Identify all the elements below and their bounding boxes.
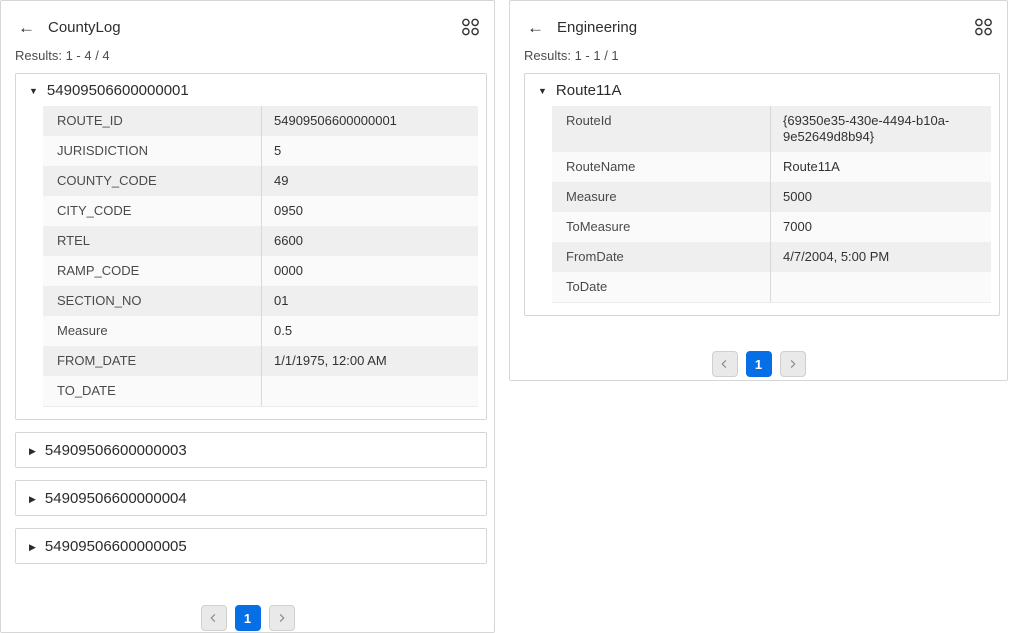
page-1-button[interactable]: 1 (746, 351, 772, 377)
feature-accordion-header[interactable]: ▼ 54909506600000001 (16, 74, 486, 106)
field-label-cell: ROUTE_ID (43, 106, 261, 136)
feature-title: Route11A (556, 82, 622, 99)
results-count: Results: 1 - 4 / 4 (1, 38, 494, 63)
feature-attribute-table: RouteId {69350e35-430e-4494-b10a-9e52649… (552, 106, 991, 303)
table-row: ToDate (552, 272, 991, 302)
expand-icon: ▶ (29, 494, 36, 504)
back-button[interactable]: ← (527, 18, 544, 37)
next-page-button[interactable] (269, 605, 295, 631)
field-label-cell: FromDate (552, 242, 770, 272)
page-1-button[interactable]: 1 (235, 605, 261, 631)
collapsed-feature-item[interactable]: ▶ 54909506600000004 (15, 480, 487, 516)
field-label-cell: TO_DATE (43, 376, 261, 406)
pagination: 1 (1, 605, 494, 631)
feature-title: 54909506600000003 (45, 442, 187, 459)
results-count: Results: 1 - 1 / 1 (510, 38, 1007, 63)
field-label-cell: Measure (43, 316, 261, 346)
back-arrow-icon: ← (527, 18, 544, 37)
table-row: JURISDICTION 5 (43, 136, 478, 166)
field-label-cell: SECTION_NO (43, 286, 261, 316)
field-label-cell: RouteId (552, 106, 770, 152)
table-row: RAMP_CODE 0000 (43, 256, 478, 286)
feature-info-panel-engineering: ← Engineering Results: 1 - 1 / 1 ▼ Route… (509, 0, 1008, 381)
field-label-cell: COUNTY_CODE (43, 166, 261, 196)
field-value-cell (261, 376, 478, 406)
field-value-cell: 54909506600000001 (261, 106, 478, 136)
table-row: RTEL 6600 (43, 226, 478, 256)
field-value-cell (770, 272, 991, 302)
field-label-cell: Measure (552, 182, 770, 212)
four-circles-icon (461, 18, 480, 36)
panel-title: Engineering (557, 18, 637, 37)
actions-button[interactable] (972, 16, 995, 38)
chevron-left-icon (720, 359, 729, 369)
field-label-cell: RouteName (552, 152, 770, 182)
table-row: TO_DATE (43, 376, 478, 406)
table-row: Measure 0.5 (43, 316, 478, 346)
table-row: ToMeasure 7000 (552, 212, 991, 242)
panel-header: ← CountyLog (1, 1, 494, 38)
prev-page-button[interactable] (201, 605, 227, 631)
field-value-cell: 0.5 (261, 316, 478, 346)
feature-card-expanded: ▼ Route11A RouteId {69350e35-430e-4494-b… (524, 73, 1000, 316)
expand-icon: ▶ (29, 542, 36, 552)
actions-button[interactable] (459, 16, 482, 38)
field-value-cell: 01 (261, 286, 478, 316)
table-row: FromDate 4/7/2004, 5:00 PM (552, 242, 991, 272)
field-value-cell: {69350e35-430e-4494-b10a-9e52649d8b94} (770, 106, 991, 152)
field-value-cell: Route11A (770, 152, 991, 182)
field-value-cell: 5000 (770, 182, 991, 212)
feature-title: 54909506600000001 (47, 82, 189, 99)
field-label-cell: ToDate (552, 272, 770, 302)
feature-accordion-header[interactable]: ▼ Route11A (525, 74, 999, 106)
field-value-cell: 0000 (261, 256, 478, 286)
table-row: Measure 5000 (552, 182, 991, 212)
field-label-cell: RAMP_CODE (43, 256, 261, 286)
feature-card-expanded: ▼ 54909506600000001 ROUTE_ID 54909506600… (15, 73, 487, 420)
table-row: COUNTY_CODE 49 (43, 166, 478, 196)
field-value-cell: 1/1/1975, 12:00 AM (261, 346, 478, 376)
table-row: ROUTE_ID 54909506600000001 (43, 106, 478, 136)
field-label-cell: CITY_CODE (43, 196, 261, 226)
back-button[interactable]: ← (18, 18, 35, 37)
feature-attribute-table: ROUTE_ID 54909506600000001 JURISDICTION … (43, 106, 478, 407)
table-row: FROM_DATE 1/1/1975, 12:00 AM (43, 346, 478, 376)
collapsed-feature-item[interactable]: ▶ 54909506600000005 (15, 528, 487, 564)
collapsed-feature-item[interactable]: ▶ 54909506600000003 (15, 432, 487, 468)
panel-header: ← Engineering (510, 1, 1007, 38)
field-label-cell: ToMeasure (552, 212, 770, 242)
collapse-icon: ▼ (538, 86, 547, 96)
field-value-cell: 49 (261, 166, 478, 196)
prev-page-button[interactable] (712, 351, 738, 377)
table-row: CITY_CODE 0950 (43, 196, 478, 226)
feature-title: 54909506600000005 (45, 538, 187, 555)
field-value-cell: 0950 (261, 196, 478, 226)
next-page-button[interactable] (780, 351, 806, 377)
field-value-cell: 7000 (770, 212, 991, 242)
panel-title: CountyLog (48, 18, 121, 37)
feature-title: 54909506600000004 (45, 490, 187, 507)
field-label-cell: RTEL (43, 226, 261, 256)
field-value-cell: 5 (261, 136, 478, 166)
four-circles-icon (974, 18, 993, 36)
table-row: SECTION_NO 01 (43, 286, 478, 316)
expand-icon: ▶ (29, 446, 36, 456)
field-label-cell: JURISDICTION (43, 136, 261, 166)
back-arrow-icon: ← (18, 18, 35, 37)
chevron-right-icon (277, 613, 286, 623)
table-row: RouteId {69350e35-430e-4494-b10a-9e52649… (552, 106, 991, 152)
pagination: 1 (510, 351, 1007, 377)
field-label-cell: FROM_DATE (43, 346, 261, 376)
feature-info-panel-countylog: ← CountyLog Results: 1 - 4 / 4 ▼ 5490950… (0, 0, 495, 633)
chevron-right-icon (788, 359, 797, 369)
chevron-left-icon (209, 613, 218, 623)
field-value-cell: 4/7/2004, 5:00 PM (770, 242, 991, 272)
collapse-icon: ▼ (29, 86, 38, 96)
table-row: RouteName Route11A (552, 152, 991, 182)
field-value-cell: 6600 (261, 226, 478, 256)
